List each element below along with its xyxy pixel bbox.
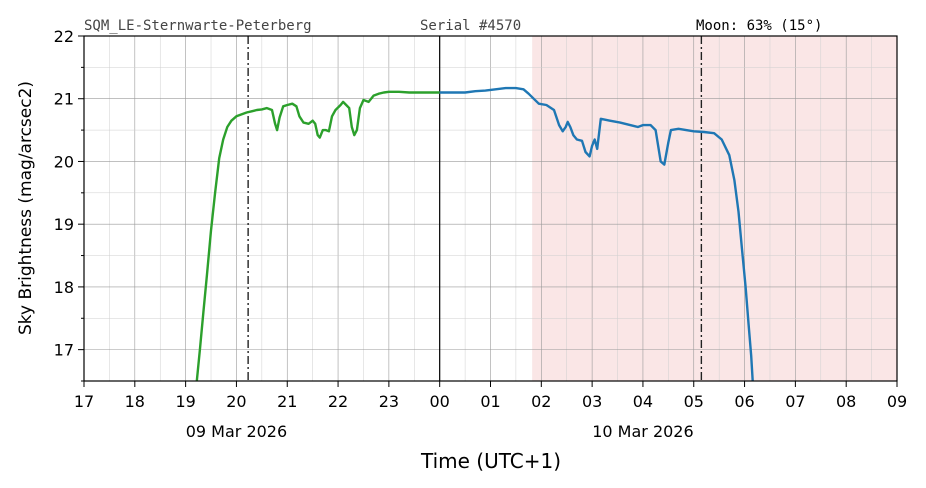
y-tick-label: 18 <box>54 278 74 297</box>
date-label: 10 Mar 2026 <box>592 422 693 441</box>
title-moon: Moon: 63% (15°) <box>696 18 822 34</box>
series-layer <box>195 86 754 382</box>
x-axis: 17 18 19 20 21 22 23 00 01 02 03 04 05 06 07 08 09 09 Mar… <box>74 381 907 441</box>
x-tick-label: 04 <box>633 392 653 411</box>
y-tick-label: 22 <box>54 27 74 46</box>
y-axis-label: Sky Brightness (mag/arcsec2) <box>16 81 36 335</box>
x-tick-label: 06 <box>734 392 754 411</box>
x-tick-label: 01 <box>480 392 500 411</box>
series-line-2 <box>439 86 754 382</box>
x-tick-label: 23 <box>379 392 399 411</box>
x-tick-label: 21 <box>277 392 297 411</box>
x-tick-label: 22 <box>328 392 348 411</box>
x-tick-label: 05 <box>684 392 704 411</box>
x-tick-label: 19 <box>175 392 195 411</box>
y-tick-label: 17 <box>54 341 74 360</box>
x-tick-label: 08 <box>836 392 856 411</box>
x-tick-label: 20 <box>226 392 246 411</box>
x-tick-label: 02 <box>531 392 551 411</box>
y-tick-label: 20 <box>54 152 74 171</box>
y-tick-label: 21 <box>54 90 74 109</box>
y-axis: 17 18 19 20 21 22 <box>54 27 84 382</box>
series-line-1 <box>195 90 440 382</box>
x-axis-label: Time (UTC+1) <box>420 449 561 473</box>
x-tick-label: 17 <box>74 392 94 411</box>
x-tick-label: 07 <box>785 392 805 411</box>
moon-shaded-region <box>532 36 897 381</box>
x-tick-label: 09 <box>887 392 907 411</box>
y-tick-label: 19 <box>54 215 74 234</box>
x-tick-label: 00 <box>430 392 450 411</box>
title-serial: Serial #4570 <box>420 18 521 34</box>
date-label: 09 Mar 2026 <box>186 422 287 441</box>
title-station: SQM_LE-Sternwarte-Peterberg <box>84 18 312 34</box>
x-tick-label: 18 <box>125 392 145 411</box>
x-tick-label: 03 <box>582 392 602 411</box>
